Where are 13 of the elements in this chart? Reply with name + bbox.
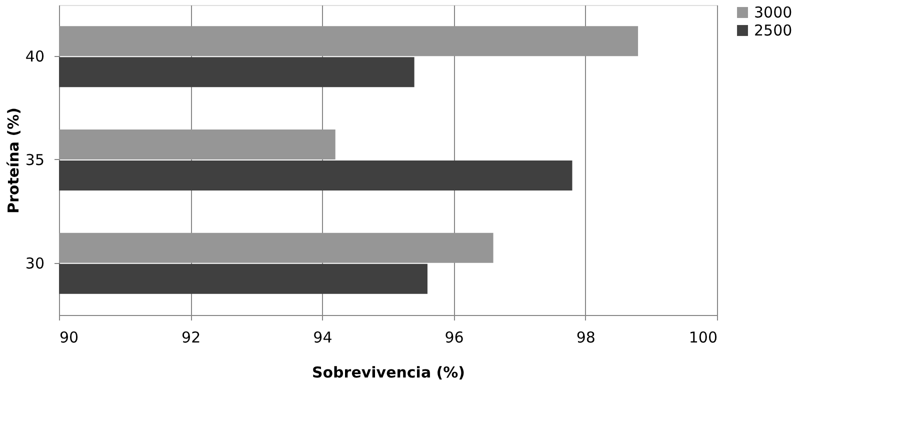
legend-label: 3000 bbox=[754, 4, 792, 22]
y-tick-label: 40 bbox=[25, 48, 44, 66]
x-tick-label: 96 bbox=[444, 328, 464, 346]
y-axis-title: Proteína (%) bbox=[4, 108, 22, 214]
legend-label: 2500 bbox=[754, 22, 792, 40]
x-tick-label: 90 bbox=[60, 328, 79, 346]
x-tick-label: 98 bbox=[576, 328, 596, 346]
x-axis-title: Sobrevivencia (%) bbox=[312, 364, 466, 382]
x-tick-label: 92 bbox=[182, 328, 201, 346]
x-tick-label: 100 bbox=[688, 328, 718, 346]
y-tick-label: 35 bbox=[25, 151, 44, 169]
x-tick-label: 94 bbox=[313, 328, 332, 346]
y-tick-label: 30 bbox=[25, 254, 44, 272]
